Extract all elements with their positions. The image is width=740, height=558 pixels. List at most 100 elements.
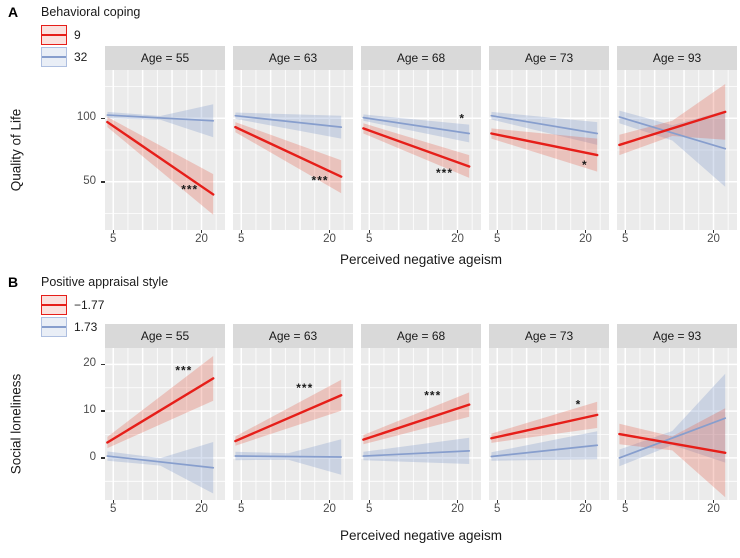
fit-line-blue bbox=[106, 455, 215, 469]
x-tick-label: 20 bbox=[323, 503, 336, 515]
panel-background bbox=[617, 348, 737, 500]
significance-star: *** bbox=[175, 363, 192, 377]
y-tick-mark bbox=[101, 181, 105, 183]
facet-plot: *** bbox=[105, 70, 225, 230]
y-tick-label: 0 bbox=[89, 450, 96, 463]
fit-line-blue bbox=[618, 116, 727, 150]
facet: Age = 93 5 20 bbox=[617, 46, 737, 246]
fit-line-red bbox=[362, 403, 471, 441]
facet-plot bbox=[617, 348, 737, 500]
fit-line-blue bbox=[362, 116, 471, 135]
facet: Age = 68 *** * 5 20 bbox=[361, 46, 481, 246]
significance-star: *** bbox=[436, 166, 453, 180]
x-tick-label: 20 bbox=[451, 503, 464, 515]
x-tick-mark bbox=[584, 230, 587, 233]
x-tick-label: 5 bbox=[494, 503, 501, 515]
ci-ribbon-red bbox=[619, 408, 726, 498]
x-axis: 5 20 bbox=[105, 500, 225, 516]
facet-strip: Age = 93 bbox=[617, 324, 737, 348]
facet-plot bbox=[617, 70, 737, 230]
x-tick-label: 20 bbox=[579, 233, 592, 245]
x-tick-label: 20 bbox=[451, 233, 464, 245]
facet-plot: *** bbox=[361, 348, 481, 500]
facet-strip: Age = 55 bbox=[105, 46, 225, 70]
fit-line-blue bbox=[490, 114, 599, 135]
facet-plot: * bbox=[489, 70, 609, 230]
legend-key-line-icon bbox=[42, 326, 66, 328]
y-tick-label: 50 bbox=[83, 174, 96, 187]
x-tick-mark bbox=[368, 230, 371, 233]
x-tick-label: 5 bbox=[110, 233, 117, 245]
x-axis: 5 20 bbox=[617, 500, 737, 516]
panel-background bbox=[233, 348, 353, 500]
facet-row-B: Age = 55 *** 5 20 Age = 63 *** 5 20 Age = 68 *** 5… bbox=[105, 324, 737, 516]
fit-line-red bbox=[234, 394, 343, 443]
facet: Age = 55 *** 5 20 bbox=[105, 46, 225, 246]
fit-line-red bbox=[618, 110, 727, 147]
fit-line-blue bbox=[234, 114, 343, 128]
x-tick-mark bbox=[200, 500, 203, 503]
legend-key-blue-b bbox=[41, 317, 67, 337]
fit-line-red bbox=[362, 127, 471, 168]
x-tick-mark bbox=[496, 230, 499, 233]
facet-strip: Age = 73 bbox=[489, 324, 609, 348]
facet-plot: * bbox=[489, 348, 609, 500]
fit-line-blue bbox=[490, 444, 599, 458]
x-axis-title-a: Perceived negative ageism bbox=[339, 252, 503, 267]
legend-key-red-a bbox=[41, 25, 67, 45]
facet-strip: Age = 63 bbox=[233, 46, 353, 70]
significance-star: *** bbox=[312, 173, 329, 187]
x-tick-label: 20 bbox=[195, 233, 208, 245]
significance-star: * bbox=[459, 111, 465, 125]
x-tick-mark bbox=[584, 500, 587, 503]
y-tick-mark bbox=[101, 457, 105, 459]
panel-background bbox=[489, 348, 609, 500]
panel-background bbox=[361, 348, 481, 500]
fit-line-red bbox=[618, 432, 727, 454]
x-tick-label: 5 bbox=[494, 233, 501, 245]
ci-ribbon-blue bbox=[619, 373, 726, 467]
x-tick-mark bbox=[200, 230, 203, 233]
fit-line-red bbox=[106, 377, 215, 444]
x-tick-label: 20 bbox=[323, 233, 336, 245]
x-axis: 5 20 bbox=[489, 230, 609, 246]
legend-label-b-blue: 1.73 bbox=[74, 320, 98, 334]
x-axis: 5 20 bbox=[361, 230, 481, 246]
legend-label-a-blue: 32 bbox=[74, 50, 88, 64]
fit-line-red bbox=[106, 120, 215, 196]
x-axis: 5 20 bbox=[105, 230, 225, 246]
x-tick-mark bbox=[624, 500, 627, 503]
y-tick-label: 10 bbox=[83, 404, 96, 417]
y-tick-mark bbox=[101, 410, 105, 412]
y-axis-title-b: Social loneliness bbox=[8, 373, 24, 475]
x-axis: 5 20 bbox=[489, 500, 609, 516]
fit-line-blue bbox=[234, 455, 343, 458]
y-tick-label: 100 bbox=[76, 111, 96, 124]
x-tick-label: 5 bbox=[366, 503, 373, 515]
fit-line-red bbox=[490, 132, 599, 157]
x-tick-label: 5 bbox=[110, 503, 117, 515]
facet-strip: Age = 68 bbox=[361, 46, 481, 70]
facet: Age = 93 5 20 bbox=[617, 324, 737, 516]
y-tick-label: 20 bbox=[83, 357, 96, 370]
y-tick-mark bbox=[101, 363, 105, 366]
x-tick-label: 5 bbox=[366, 233, 373, 245]
significance-star: *** bbox=[296, 381, 313, 395]
facet: Age = 73 * 5 20 bbox=[489, 324, 609, 516]
x-tick-label: 5 bbox=[622, 503, 629, 515]
x-tick-mark bbox=[712, 230, 715, 233]
x-axis: 5 20 bbox=[233, 500, 353, 516]
ci-ribbon-blue bbox=[107, 442, 214, 494]
x-axis-title-b: Perceived negative ageism bbox=[339, 528, 503, 543]
facet-plot: *** bbox=[233, 348, 353, 500]
x-axis: 5 20 bbox=[361, 500, 481, 516]
x-tick-label: 20 bbox=[707, 233, 720, 245]
legend-key-red-b bbox=[41, 295, 67, 315]
facet-row-A: Age = 55 *** 5 20 Age = 63 *** 5 20 Age = 68 *** *… bbox=[105, 46, 737, 246]
y-tick-mark bbox=[101, 117, 105, 120]
x-tick-mark bbox=[328, 230, 331, 233]
fit-line-blue bbox=[106, 114, 215, 122]
fit-line-red bbox=[490, 413, 599, 440]
x-tick-mark bbox=[456, 500, 459, 503]
